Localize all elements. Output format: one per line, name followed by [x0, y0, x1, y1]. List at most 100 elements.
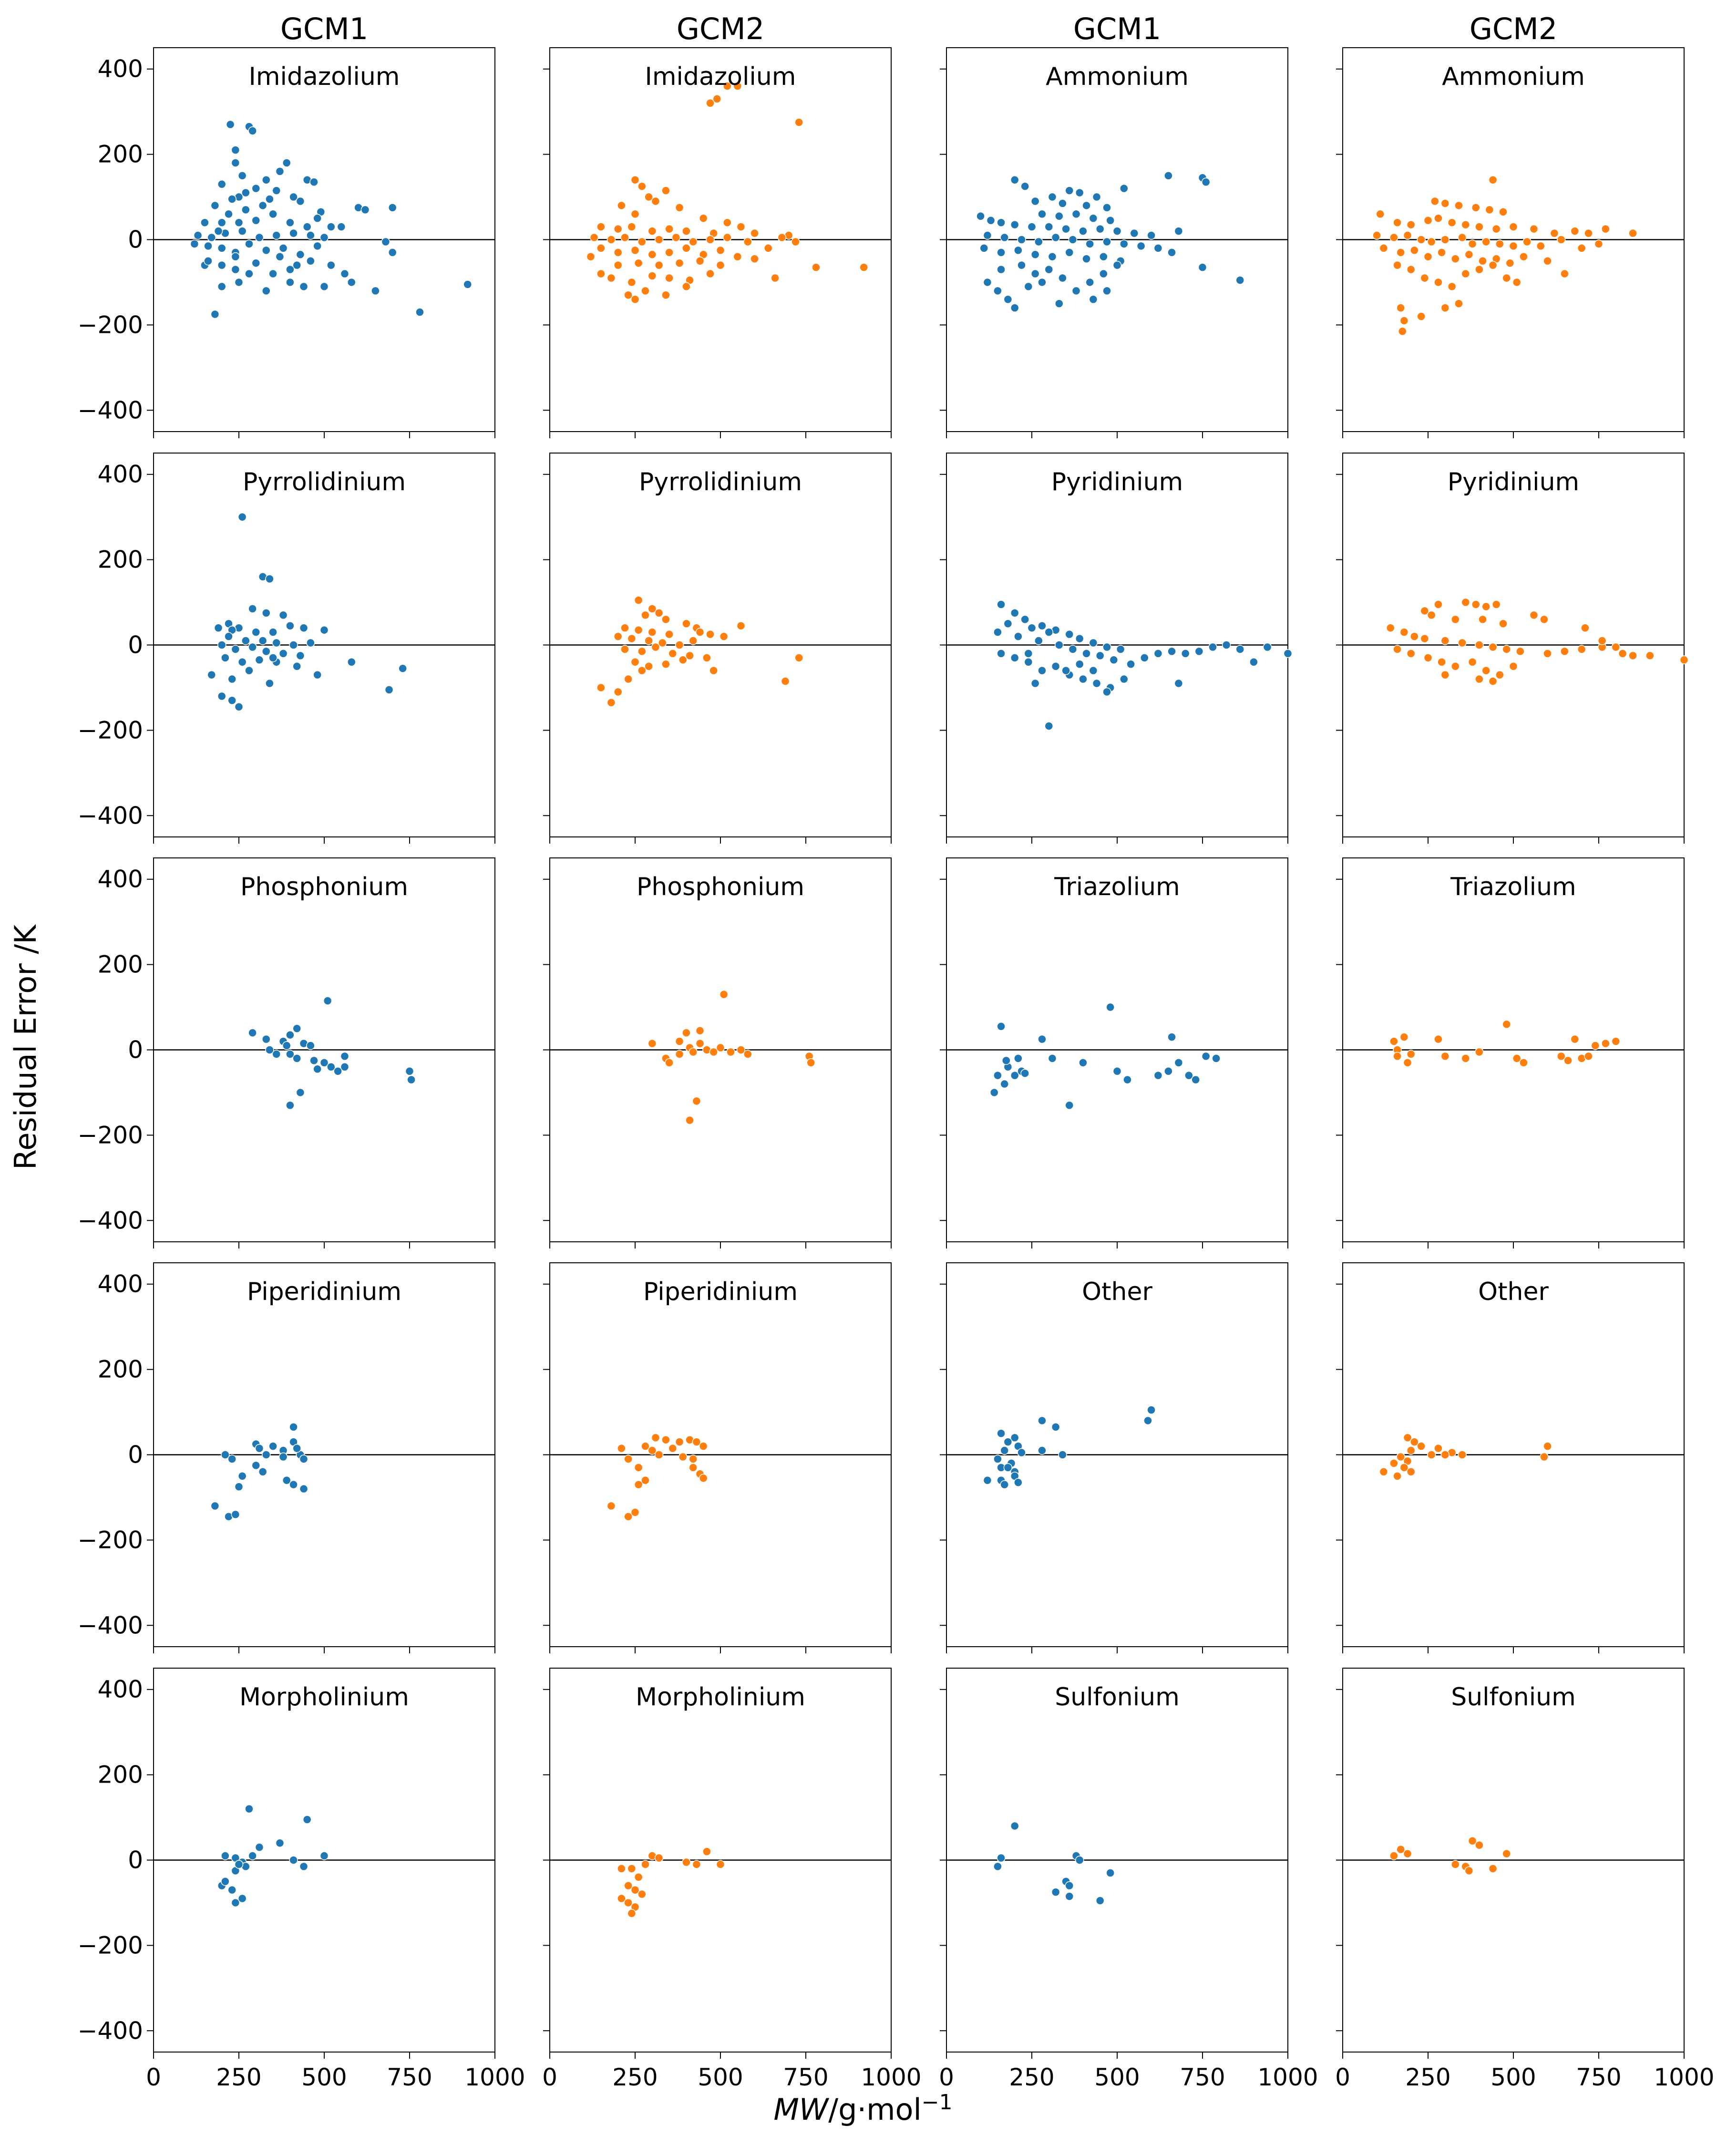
data-point — [245, 666, 254, 675]
data-point — [237, 227, 247, 236]
y-tick-label: 400 — [98, 461, 143, 488]
data-point — [1010, 220, 1019, 229]
data-point — [706, 629, 715, 639]
data-point — [1406, 1050, 1416, 1059]
data-point — [1434, 1444, 1443, 1453]
data-point — [1399, 316, 1409, 325]
scatter-panel: Phosphonium 400 200 0 −200 −400 — [78, 857, 495, 1248]
data-point — [1095, 1896, 1105, 1905]
data-point — [1396, 248, 1405, 257]
data-point — [1109, 655, 1119, 665]
data-point — [1020, 182, 1029, 191]
data-point — [251, 1461, 261, 1470]
data-point — [1597, 636, 1607, 645]
data-point — [750, 254, 759, 263]
data-point — [1102, 237, 1111, 247]
data-point — [248, 1028, 257, 1037]
data-point — [1434, 278, 1443, 287]
data-point — [630, 658, 640, 667]
data-point — [1396, 1452, 1405, 1462]
data-point — [1393, 218, 1402, 227]
data-point — [1024, 282, 1033, 291]
data-point — [286, 1101, 295, 1110]
data-point — [1002, 1056, 1011, 1065]
data-point — [1427, 1450, 1436, 1459]
data-point — [1044, 722, 1054, 731]
data-point — [327, 222, 336, 231]
data-point — [637, 1889, 647, 1899]
data-point — [1249, 658, 1258, 667]
data-point — [634, 1480, 643, 1489]
data-point — [306, 638, 315, 648]
data-point — [275, 252, 285, 261]
data-point — [1147, 1405, 1156, 1414]
data-point — [859, 263, 868, 272]
data-point — [286, 265, 295, 274]
data-point — [289, 228, 298, 238]
data-point — [1201, 1052, 1211, 1061]
data-point — [979, 244, 989, 253]
data-point — [217, 244, 226, 253]
data-point — [986, 216, 996, 225]
data-point — [736, 621, 746, 630]
data-point — [1000, 1079, 1009, 1089]
data-point — [1044, 265, 1054, 274]
data-point — [781, 677, 790, 686]
data-point — [1085, 278, 1094, 287]
data-point — [1420, 634, 1429, 643]
scatter-panel: Pyridinium — [1336, 453, 1689, 844]
data-point — [1051, 233, 1060, 242]
data-point — [1645, 651, 1655, 660]
data-point — [634, 625, 643, 635]
data-point — [1082, 649, 1091, 658]
data-point — [1447, 282, 1457, 291]
data-point — [624, 290, 633, 300]
data-point — [268, 628, 278, 637]
data-point — [272, 186, 281, 195]
data-point — [1491, 600, 1501, 609]
data-point — [1120, 239, 1129, 248]
data-point — [637, 647, 647, 656]
data-point — [993, 286, 1002, 296]
panel-title: Morpholinium — [239, 1683, 409, 1712]
data-point — [1570, 1034, 1580, 1044]
data-point — [313, 214, 322, 223]
data-point — [627, 1864, 637, 1873]
data-point — [630, 246, 640, 255]
data-point — [983, 231, 992, 240]
data-point — [1406, 1467, 1416, 1476]
data-point — [1434, 1034, 1443, 1044]
data-point — [997, 218, 1006, 227]
data-point — [706, 99, 715, 108]
data-point — [706, 269, 715, 279]
data-point — [630, 209, 640, 219]
data-point — [627, 1909, 637, 1918]
data-point — [1027, 623, 1037, 632]
data-point — [1509, 241, 1518, 251]
data-point — [265, 679, 274, 688]
data-point — [1427, 610, 1436, 620]
data-point — [1283, 649, 1293, 658]
panel-title: Imidazolium — [645, 62, 796, 91]
scatter-panel: Morpholinium 0 250 500 750 1000 — [542, 1668, 922, 2091]
data-point — [1164, 171, 1173, 180]
x-tick-label: 750 — [1576, 2063, 1621, 2091]
data-point — [1235, 276, 1245, 285]
data-point — [1235, 645, 1245, 654]
data-point — [1393, 260, 1402, 270]
data-point — [234, 218, 244, 227]
data-point — [654, 1450, 664, 1459]
data-point — [630, 175, 640, 185]
data-point — [702, 1847, 711, 1856]
data-point — [763, 244, 773, 253]
data-point — [624, 1898, 633, 1908]
data-point — [1102, 687, 1111, 697]
data-point — [227, 195, 236, 204]
data-point — [1065, 1881, 1074, 1890]
scatter-panel: Triazolium — [940, 857, 1288, 1248]
data-point — [743, 1050, 752, 1059]
data-point — [630, 1885, 640, 1895]
panel-title: Other — [1082, 1278, 1152, 1306]
data-point — [1502, 1849, 1511, 1858]
y-tick-label: −200 — [78, 1931, 143, 1959]
